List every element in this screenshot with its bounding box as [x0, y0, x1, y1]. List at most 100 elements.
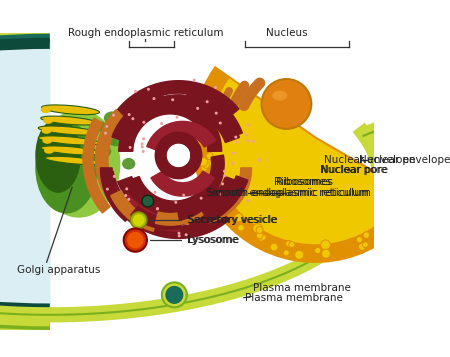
Circle shape [286, 241, 292, 247]
Text: Nuclear envelope: Nuclear envelope [324, 155, 415, 165]
Ellipse shape [41, 127, 51, 134]
Circle shape [219, 121, 222, 125]
Polygon shape [127, 155, 224, 213]
Circle shape [174, 201, 177, 204]
Circle shape [142, 121, 145, 124]
Ellipse shape [38, 126, 98, 135]
Circle shape [206, 152, 213, 160]
Polygon shape [83, 118, 110, 213]
Circle shape [193, 128, 202, 137]
Polygon shape [95, 110, 125, 200]
Circle shape [211, 170, 219, 178]
Ellipse shape [93, 121, 106, 132]
Ellipse shape [104, 111, 121, 125]
Circle shape [178, 235, 181, 237]
Polygon shape [147, 121, 216, 151]
Circle shape [201, 164, 208, 171]
Text: Lysosome: Lysosome [189, 235, 239, 245]
Text: Ribosomes: Ribosomes [274, 177, 331, 187]
Circle shape [199, 122, 209, 132]
Circle shape [131, 117, 135, 120]
Circle shape [193, 79, 196, 81]
Text: Nuclear pore: Nuclear pore [320, 165, 387, 175]
Circle shape [153, 191, 157, 194]
Polygon shape [189, 176, 248, 228]
Circle shape [133, 214, 144, 226]
Polygon shape [104, 81, 239, 137]
Text: Nuclear pore: Nuclear pore [321, 165, 388, 175]
Circle shape [198, 114, 207, 122]
Ellipse shape [41, 146, 100, 155]
Circle shape [105, 125, 108, 128]
Circle shape [142, 195, 153, 207]
Polygon shape [176, 168, 252, 224]
Text: Secretory vesicle: Secretory vesicle [150, 215, 276, 225]
Circle shape [202, 159, 211, 168]
Circle shape [215, 203, 224, 212]
Circle shape [245, 133, 248, 136]
Circle shape [205, 112, 213, 120]
Polygon shape [117, 177, 239, 224]
Circle shape [256, 235, 263, 241]
Polygon shape [101, 171, 229, 238]
Text: Smooth endoplasmic reticulum: Smooth endoplasmic reticulum [206, 188, 369, 198]
Ellipse shape [41, 105, 99, 115]
Circle shape [160, 122, 163, 125]
Polygon shape [162, 282, 187, 307]
Circle shape [238, 225, 244, 231]
Circle shape [270, 243, 278, 251]
Circle shape [140, 142, 144, 145]
Ellipse shape [96, 145, 111, 157]
Circle shape [221, 182, 224, 185]
Circle shape [289, 242, 295, 248]
Ellipse shape [42, 137, 52, 144]
Circle shape [359, 243, 365, 250]
Circle shape [171, 98, 174, 101]
Circle shape [247, 139, 250, 142]
Circle shape [208, 186, 216, 195]
Circle shape [176, 116, 179, 119]
Text: Plasma membrane: Plasma membrane [245, 293, 343, 303]
Circle shape [206, 100, 209, 103]
Circle shape [212, 199, 222, 209]
Circle shape [124, 228, 147, 252]
Circle shape [215, 112, 218, 115]
Circle shape [205, 141, 212, 149]
Circle shape [153, 97, 155, 100]
Polygon shape [186, 87, 243, 137]
Circle shape [232, 152, 235, 155]
Circle shape [202, 114, 212, 124]
Circle shape [130, 212, 147, 228]
Circle shape [234, 136, 237, 139]
Circle shape [260, 235, 266, 240]
Circle shape [197, 122, 203, 129]
Circle shape [231, 162, 234, 165]
Text: Golgi apparatus: Golgi apparatus [17, 265, 100, 275]
Circle shape [252, 140, 255, 143]
Circle shape [156, 207, 159, 210]
Polygon shape [119, 195, 180, 231]
Circle shape [194, 138, 202, 146]
Circle shape [207, 100, 214, 106]
Ellipse shape [35, 118, 81, 193]
Circle shape [127, 232, 144, 248]
Ellipse shape [122, 158, 135, 170]
Circle shape [247, 124, 250, 127]
Text: Rough endoplasmic reticulum: Rough endoplasmic reticulum [68, 27, 223, 37]
Polygon shape [129, 95, 239, 142]
Circle shape [363, 232, 369, 238]
Circle shape [295, 250, 304, 260]
Circle shape [208, 181, 218, 190]
Circle shape [200, 197, 202, 200]
Text: Secretory vesicle: Secretory vesicle [189, 215, 278, 225]
Text: Nucleus: Nucleus [266, 27, 307, 37]
Circle shape [129, 146, 131, 149]
Circle shape [235, 140, 238, 144]
Circle shape [256, 226, 263, 233]
Circle shape [141, 145, 144, 149]
Circle shape [205, 141, 214, 150]
Circle shape [124, 194, 127, 197]
Circle shape [202, 122, 210, 129]
Circle shape [182, 194, 185, 197]
Ellipse shape [41, 116, 97, 125]
